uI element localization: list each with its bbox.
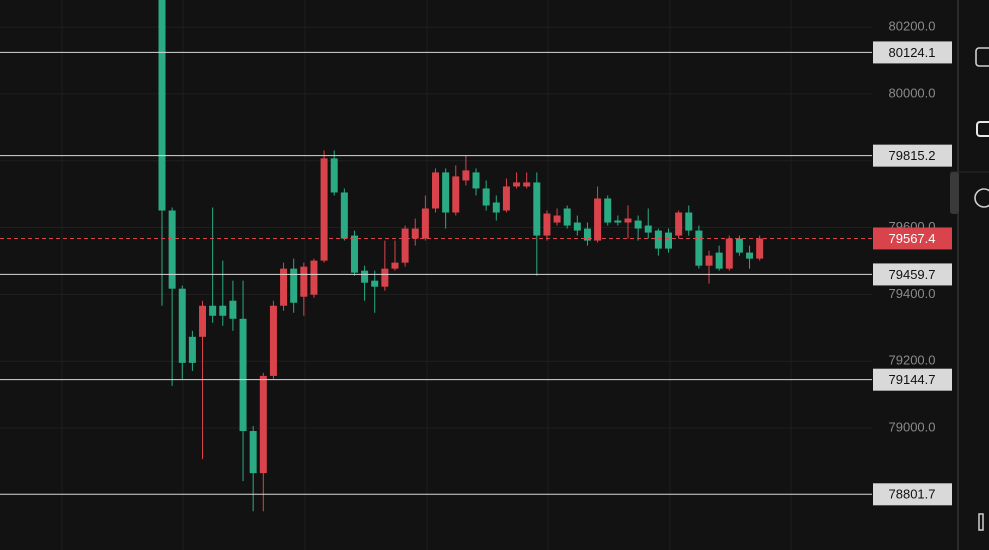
candle-body [756, 238, 764, 259]
candle-body [482, 188, 490, 206]
candle-body [421, 208, 429, 239]
y-tick-label: 79000.0 [889, 419, 936, 434]
candle-body [249, 431, 257, 474]
toolbar [950, 0, 989, 550]
candle-body [472, 172, 480, 189]
price-label: 79459.7 [889, 267, 936, 282]
candle-body [502, 186, 510, 211]
candle-body [533, 182, 541, 236]
candle-body [573, 222, 581, 231]
candle-body [705, 255, 713, 266]
candle-body [725, 238, 733, 269]
candle-body [452, 176, 460, 213]
y-tick-label: 80200.0 [889, 19, 936, 34]
candle-body [695, 230, 703, 266]
candle-body [543, 213, 551, 236]
toolbar-icon[interactable] [976, 121, 989, 137]
candle-body [209, 305, 217, 316]
candle-body [685, 212, 693, 231]
candle-body [158, 0, 166, 211]
candle-body [188, 336, 196, 363]
y-tick-label: 80000.0 [889, 85, 936, 100]
candle-body [411, 228, 419, 239]
candle-body [604, 198, 612, 223]
price-label: 79144.7 [889, 372, 936, 387]
candle-body [229, 300, 237, 319]
candle-body [178, 288, 186, 363]
candle-body [269, 305, 277, 376]
grid [0, 26, 872, 429]
candle-body [523, 182, 531, 187]
candle-body [350, 235, 358, 273]
candle-body [735, 238, 743, 253]
price-label: 78801.7 [889, 487, 936, 502]
last-price-label: 79567.4 [889, 231, 936, 246]
last-price-box [873, 227, 952, 250]
candle-body [675, 212, 683, 236]
candle-body [199, 305, 207, 337]
price-label-box [873, 368, 952, 391]
candle-body [391, 262, 399, 269]
candle-body [280, 268, 288, 306]
candle-body [634, 220, 642, 229]
candle-body [492, 202, 500, 213]
candle-body [219, 305, 227, 316]
candle-body [654, 230, 662, 249]
candle-body [330, 158, 338, 193]
price-label: 79815.2 [889, 148, 936, 163]
price-label-box [873, 144, 952, 167]
y-tick-label: 79400.0 [889, 286, 936, 301]
candle-body [715, 252, 723, 269]
candle-body [432, 172, 440, 209]
price-label-box [873, 263, 952, 286]
price-label: 80124.1 [889, 45, 936, 60]
price-label-box [873, 41, 952, 64]
candle-body [583, 228, 591, 241]
candle-body [553, 215, 561, 223]
toolbar-icon[interactable] [978, 513, 984, 531]
y-tick-label: 79200.0 [889, 353, 936, 368]
candle-body [462, 170, 470, 181]
candle-body [614, 220, 622, 223]
candle-body [320, 158, 328, 261]
candle-body [513, 182, 521, 187]
candle-body [300, 266, 308, 297]
candle-body [665, 232, 672, 249]
candle-body [168, 210, 176, 289]
candles [158, 0, 764, 512]
candle-body [442, 172, 450, 213]
toolbar-icon[interactable] [975, 47, 989, 67]
price-lines: 80124.1 79815.2 79459.7 79144.7 78801.7 79567… [0, 41, 952, 506]
candle-body [624, 218, 632, 223]
candle-body [594, 198, 602, 241]
candle-body [340, 192, 348, 239]
candle-body [563, 208, 571, 226]
candle-body [371, 280, 379, 287]
toolbar-toggle[interactable] [950, 172, 959, 214]
candle-body [746, 252, 754, 259]
candle-body [644, 225, 652, 233]
candle-body [361, 270, 369, 283]
candle-body [401, 228, 409, 263]
candle-body [290, 268, 298, 303]
candle-body [310, 260, 318, 295]
candle-body [381, 268, 389, 287]
price-label-box [873, 483, 952, 506]
toolbar-icon[interactable] [974, 188, 989, 208]
candle-body [239, 318, 247, 432]
candle-body [259, 375, 267, 474]
